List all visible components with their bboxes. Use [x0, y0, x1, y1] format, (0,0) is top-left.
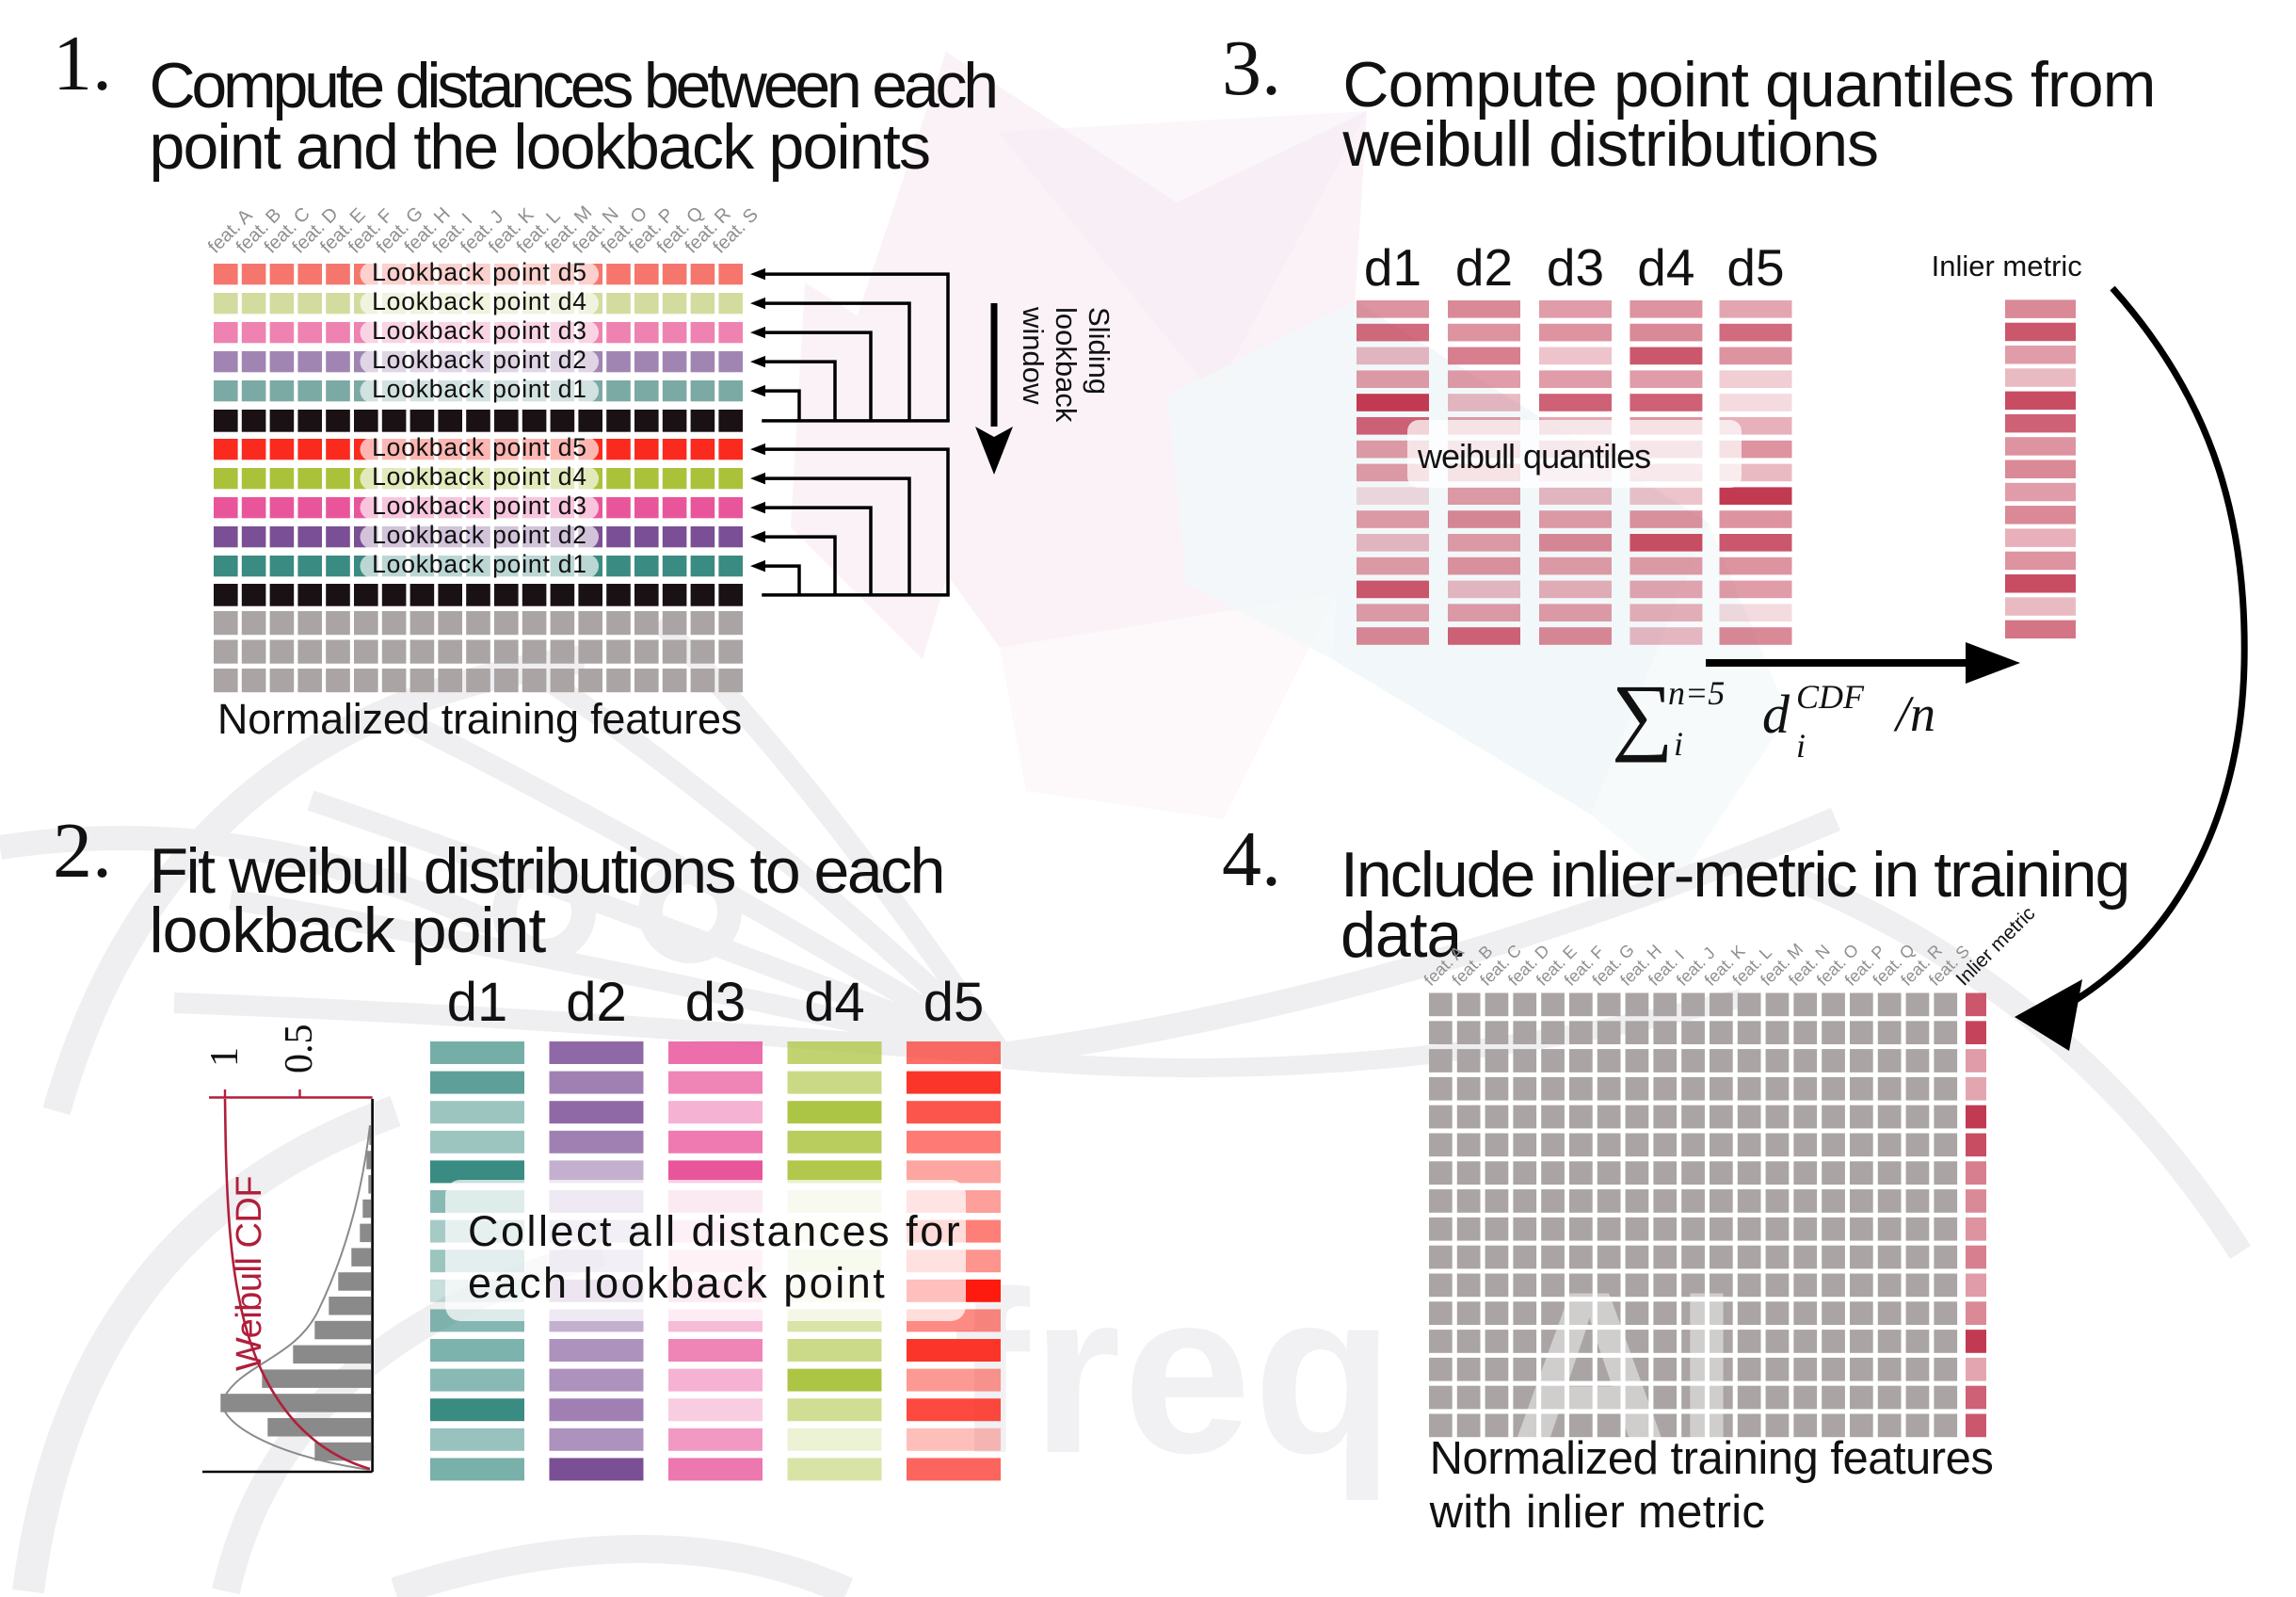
svg-text:Collect all distances for: Collect all distances for [468, 1207, 962, 1255]
svg-text:Include inlier-metric in train: Include inlier-metric in training [1341, 839, 2128, 911]
svg-text:d1: d1 [447, 972, 508, 1033]
svg-text:d3: d3 [1547, 238, 1604, 297]
svg-text:Lookback point d5: Lookback point d5 [372, 258, 587, 286]
svg-text:1: 1 [203, 1047, 247, 1067]
svg-text:d: d [1762, 684, 1790, 745]
svg-text:freq: freq [953, 1243, 1396, 1501]
svg-text:lookback point: lookback point [150, 895, 547, 966]
svg-text:Lookback point d2: Lookback point d2 [372, 346, 587, 374]
svg-text:Lookback point d4: Lookback point d4 [372, 462, 587, 491]
svg-text:Sliding: Sliding [1083, 307, 1116, 395]
svg-text:Lookback point d2: Lookback point d2 [372, 521, 587, 549]
svg-text:Fit weibull distributions to e: Fit weibull distributions to each [150, 835, 944, 907]
svg-text:Compute distances between each: Compute distances between each [150, 50, 996, 121]
svg-text:2.: 2. [53, 807, 112, 895]
svg-text:Lookback point d1: Lookback point d1 [372, 375, 587, 403]
svg-text:d4: d4 [1637, 238, 1694, 297]
svg-text:∑: ∑ [1612, 667, 1674, 763]
svg-text:Lookback point d3: Lookback point d3 [372, 492, 587, 520]
svg-text:Lookback point d1: Lookback point d1 [372, 550, 587, 578]
svg-text:i: i [1796, 727, 1806, 765]
svg-text:1.: 1. [53, 20, 112, 107]
svg-text:Lookback point d5: Lookback point d5 [372, 433, 587, 461]
svg-text:d5: d5 [1726, 238, 1784, 297]
svg-text:d3: d3 [685, 972, 747, 1033]
svg-text:i: i [1674, 725, 1683, 763]
svg-text:window: window [1017, 306, 1050, 405]
svg-text:Lookback point d3: Lookback point d3 [372, 316, 587, 345]
svg-text:with inlier metric: with inlier metric [1429, 1487, 1766, 1538]
svg-text:data: data [1341, 899, 1463, 971]
svg-text:0.5: 0.5 [278, 1024, 321, 1074]
svg-text:d4: d4 [804, 972, 865, 1033]
svg-text:3.: 3. [1222, 24, 1281, 112]
svg-text:weibull quantiles: weibull quantiles [1417, 437, 1650, 476]
svg-text:d1: d1 [1364, 238, 1421, 297]
svg-text:4.: 4. [1222, 815, 1281, 903]
svg-text:lookback: lookback [1050, 307, 1083, 423]
svg-text:weibull distributions: weibull distributions [1341, 108, 1878, 180]
svg-text:d2: d2 [566, 972, 627, 1033]
svg-text:/n: /n [1893, 686, 1935, 742]
svg-text:d5: d5 [923, 972, 985, 1033]
svg-text:point and the lookback points: point and the lookback points [150, 111, 930, 183]
svg-text:n=5: n=5 [1668, 674, 1725, 712]
svg-text:Inlier metric: Inlier metric [1932, 250, 2082, 282]
svg-text:d2: d2 [1455, 238, 1513, 297]
svg-text:Lookback point d4: Lookback point d4 [372, 287, 587, 315]
svg-text:Normalized training features: Normalized training features [217, 695, 742, 743]
svg-text:CDF: CDF [1796, 678, 1865, 716]
svg-text:Compute point quantiles from: Compute point quantiles from [1342, 49, 2155, 121]
svg-text:Normalized training features: Normalized training features [1430, 1433, 1994, 1484]
svg-text:AI: AI [1506, 1243, 1741, 1501]
svg-text:each lookback point: each lookback point [468, 1259, 887, 1307]
